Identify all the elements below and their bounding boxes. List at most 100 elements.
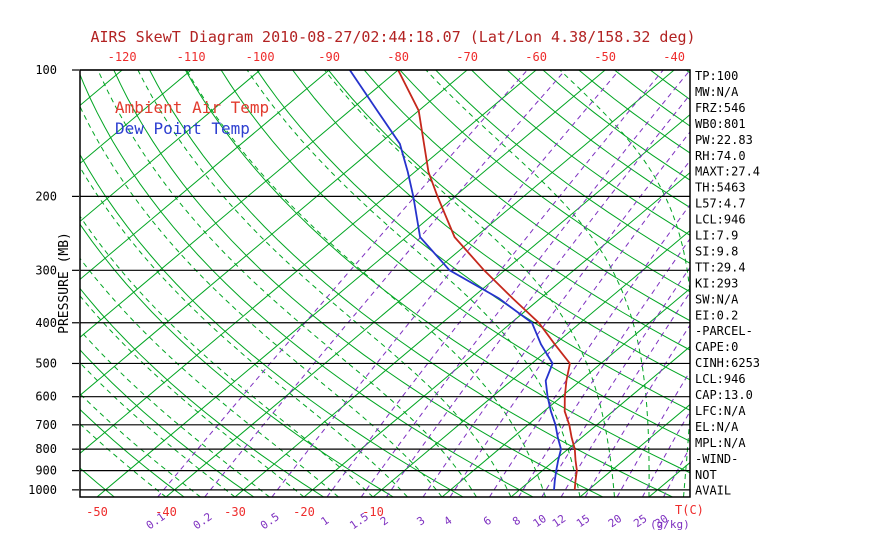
mixing-unit-label: (g/kg) (650, 518, 690, 531)
isotherm-line (0, 70, 53, 497)
isotherm-line (96, 70, 606, 497)
mixing-ratio-line (271, 70, 620, 497)
moist-adiabat-line (80, 105, 443, 497)
dew-point-curve (349, 70, 562, 490)
dry-adiabat-line (471, 70, 690, 236)
stats-line: EI:0.2 (695, 308, 738, 322)
moist-adiabat-line (559, 70, 690, 497)
legend-ambient-air-temp: Ambient Air Temp (115, 98, 269, 117)
sounding-profiles-layer (349, 70, 578, 490)
stats-line: MW:N/A (695, 85, 739, 99)
mixing-ratio-line (422, 131, 690, 497)
mixing-ratio-label: 10 (531, 512, 549, 530)
pressure-tick-label: 700 (35, 418, 57, 432)
stats-line: MAXT:27.4 (695, 165, 760, 179)
dry-adiabat-line (0, 70, 45, 497)
isotherm-line (80, 70, 330, 281)
stats-line: EL:N/A (695, 420, 739, 434)
mixing-ratio-line (641, 410, 690, 497)
stats-line: WB0:801 (695, 117, 746, 131)
dry-adiabat-line (220, 70, 690, 442)
pressure-axis-label: PRESSURE (MB) (57, 232, 72, 334)
mixing-ratio-label: 1 (319, 514, 332, 528)
mixing-ratio-label: 0.2 (191, 510, 215, 532)
dry-adiabat-line (435, 70, 690, 264)
bottom-axis-temp-label: -20 (293, 505, 315, 519)
mixing-ratio-label: 15 (574, 512, 592, 530)
top-axis-temp-label: -120 (108, 50, 137, 64)
dry-adiabat-line (80, 73, 534, 497)
dry-adiabat-line (80, 153, 464, 497)
stats-line: SI:9.8 (695, 244, 738, 258)
dry-adiabat-line (649, 70, 690, 101)
pressure-tick-label: 100 (35, 63, 57, 77)
ambient-temp-curve (397, 70, 578, 490)
stats-line: PW:22.83 (695, 133, 753, 147)
background-grid-layer (0, 70, 690, 497)
legend-dew-point-temp: Dew Point Temp (115, 119, 250, 138)
isotherm-line (80, 70, 192, 165)
plot-frame (79, 69, 691, 498)
pressure-tick-label: 200 (35, 189, 57, 203)
top-axis-temp-label: -80 (387, 50, 409, 64)
moist-adiabat-line (425, 70, 650, 497)
top-axis-temp-label: -70 (456, 50, 478, 64)
stats-line: MPL:N/A (695, 436, 746, 450)
pressure-tick-label: 500 (35, 356, 57, 370)
dry-adiabat-line (113, 70, 604, 497)
dry-adiabat-line (80, 287, 324, 497)
mixing-ratio-line (616, 370, 690, 497)
dry-adiabat-line (256, 70, 690, 411)
mixing-ratio-label: 25 (631, 512, 649, 530)
moist-adiabat-line (80, 423, 167, 497)
mixing-ratio-label: 8 (510, 514, 523, 528)
mixing-ratio-label: 6 (481, 514, 494, 528)
pressure-tick-label: 300 (35, 263, 57, 277)
pressure-tick-label: 1000 (28, 483, 57, 497)
dry-adiabat-line (80, 223, 394, 497)
mixing-ratio-line (489, 203, 690, 497)
mixing-ratio-line (584, 324, 690, 497)
moist-adiabat-line (80, 393, 201, 497)
temp-unit-label: T(C) (675, 503, 704, 517)
mixing-ratio-line (204, 70, 566, 497)
stats-line: CAPE:0 (695, 340, 738, 354)
stats-line: LI:7.9 (695, 229, 738, 243)
isotherm-line (80, 70, 468, 396)
isotherm-line (234, 113, 690, 497)
moist-adiabat-line (186, 70, 546, 497)
mixing-ratio-line (541, 266, 690, 497)
dry-adiabat-line (506, 70, 690, 209)
stats-line: TH:5463 (695, 181, 746, 195)
isotherm-line (648, 461, 690, 497)
axis-labels-layer: 100 200 300 400 500 600 700 800 900 1000 -120 -110 -… (28, 50, 760, 532)
moist-adiabat-line (80, 257, 339, 497)
dry-adiabat-line (292, 70, 690, 381)
top-axis-temp-label: -50 (594, 50, 616, 64)
moist-adiabat-line (137, 70, 512, 497)
moist-adiabat-line (246, 70, 581, 497)
pressure-tick-label: 400 (35, 316, 57, 330)
stats-line: L57:4.7 (695, 197, 746, 211)
bottom-axis-temp-label: -10 (362, 505, 384, 519)
stats-line: CAP:13.0 (695, 388, 753, 402)
dry-adiabat-line (542, 70, 690, 181)
dry-adiabat-line (80, 349, 255, 497)
isotherm-line (80, 70, 399, 338)
stats-line: FRZ:546 (695, 101, 746, 115)
isotherm-line (303, 171, 690, 497)
dry-adiabat-line (80, 408, 185, 497)
mixing-ratio-label: 12 (550, 512, 568, 530)
stats-line: TT:29.4 (695, 260, 746, 274)
bottom-axis-temp-label: -30 (224, 505, 246, 519)
stats-line: TP:100 (695, 69, 738, 83)
moist-adiabat-line (80, 215, 374, 497)
dry-adiabat-line (184, 70, 690, 474)
mixing-ratio-label: 20 (606, 512, 624, 530)
bottom-axis-temp-label: -50 (86, 505, 108, 519)
stats-line: CINH:6253 (695, 356, 760, 370)
isotherm-line (165, 70, 675, 497)
isotherm-line (80, 70, 261, 223)
top-axis-temp-label: -110 (177, 50, 206, 64)
